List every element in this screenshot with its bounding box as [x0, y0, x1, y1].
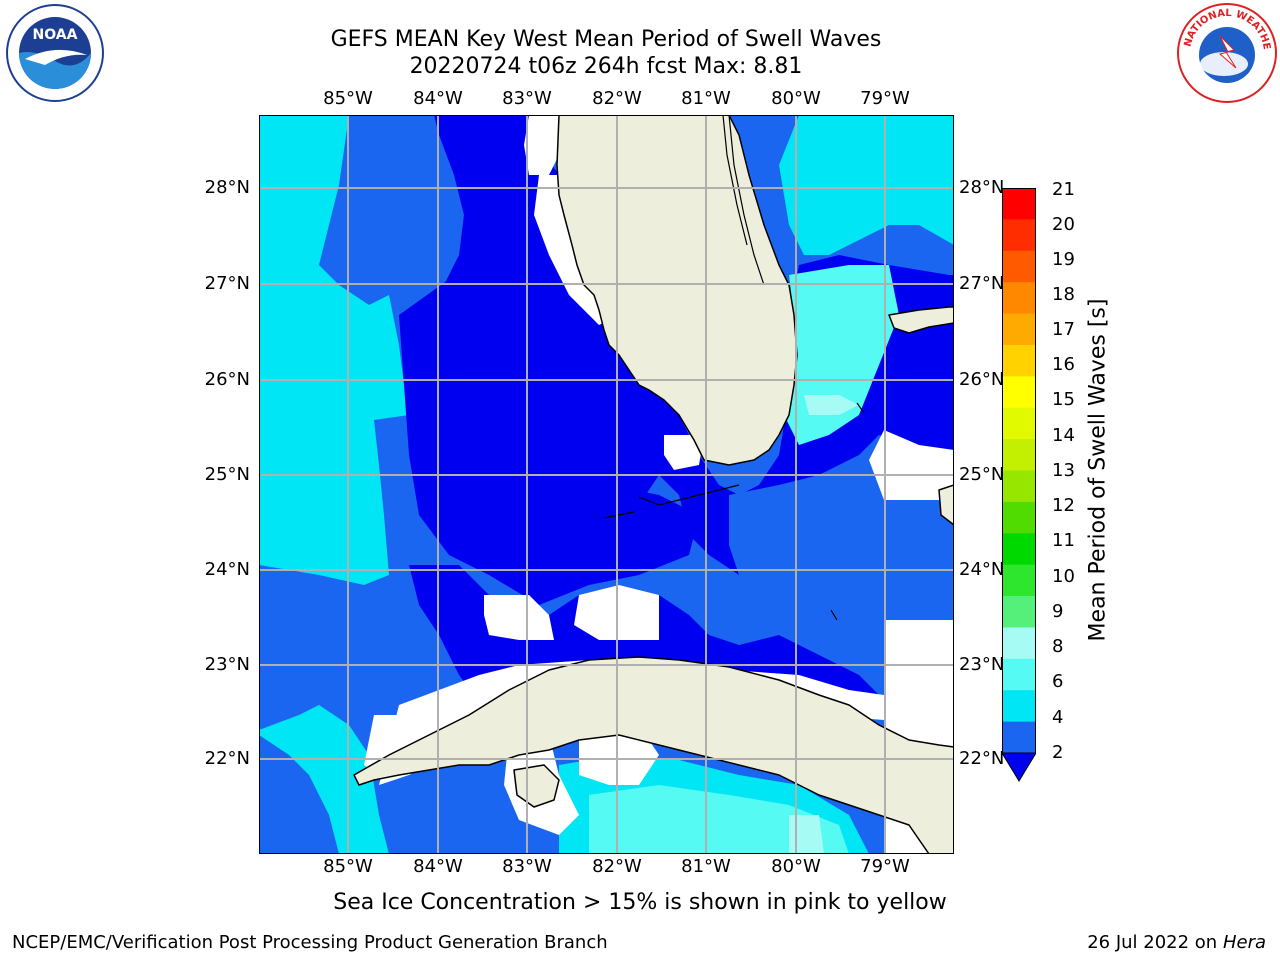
footer-machine: Hera	[1222, 932, 1266, 953]
latitude-label: 27°N	[204, 273, 250, 294]
cyan-region-east	[779, 115, 954, 255]
nws-logo: NATIONAL WEATHER SERVICE	[1176, 2, 1277, 103]
colorbar-tick-label: 9	[1052, 601, 1064, 622]
latitude-label: 28°N	[204, 177, 250, 198]
latitude-label: 23°N	[959, 654, 1005, 675]
latitude-label: 22°N	[959, 748, 1005, 769]
colorbar-tick-label: 17	[1052, 319, 1075, 340]
colorbar-tick-label: 21	[1052, 179, 1075, 200]
longitude-label: 80°W	[771, 88, 821, 109]
bahamas-east	[938, 484, 954, 526]
colorbar-tick-label: 18	[1052, 284, 1075, 305]
colorbar-segment	[1002, 658, 1036, 691]
colorbar-segment	[1002, 344, 1036, 377]
footer-date: 26 Jul 2022 on Hera	[1087, 932, 1266, 953]
longitude-label: 82°W	[592, 856, 642, 877]
colorbar-segment	[1002, 470, 1036, 503]
coastline-details	[603, 115, 865, 621]
footer-credit: NCEP/EMC/Verification Post Processing Pr…	[12, 932, 608, 953]
footer-date-text: 26 Jul 2022 on	[1087, 932, 1223, 953]
colorbar-segment	[1002, 188, 1036, 220]
longitude-label: 84°W	[413, 88, 463, 109]
longitude-label: 81°W	[681, 88, 731, 109]
latitude-label: 27°N	[959, 273, 1005, 294]
longitude-label: 82°W	[592, 88, 642, 109]
colorbar-tick-label: 10	[1052, 566, 1075, 587]
colorbar-tick-label: 6	[1052, 671, 1064, 692]
longitude-label: 80°W	[771, 856, 821, 877]
colorbar	[1002, 188, 1036, 782]
lightblue-region-keys	[729, 455, 869, 575]
palecyan-patch-east	[804, 395, 859, 415]
isla-de-la-juventud	[513, 764, 560, 808]
longitude-label: 84°W	[413, 856, 463, 877]
latitude-label: 23°N	[204, 654, 250, 675]
colorbar-segment	[1002, 250, 1036, 283]
colorbar-segment	[1002, 721, 1036, 754]
colorbar-segment	[1002, 219, 1036, 252]
chart-title: GEFS MEAN Key West Mean Period of Swell …	[330, 27, 882, 52]
lightcyan-region-cuba-south	[589, 785, 849, 854]
colorbar-tick-label: 15	[1052, 389, 1075, 410]
colorbar-segment	[1002, 627, 1036, 660]
longitude-label: 79°W	[860, 88, 910, 109]
colorbar-tick-label: 2	[1052, 742, 1064, 763]
latitude-label: 22°N	[204, 748, 250, 769]
colorbar-title: Mean Period of Swell Waves [s]	[1085, 298, 1111, 642]
latitude-label: 25°N	[959, 464, 1005, 485]
colorbar-tick-label: 4	[1052, 707, 1064, 728]
lightblue-region-sw	[259, 735, 339, 854]
colorbar-tick-label: 19	[1052, 249, 1075, 270]
colorbar-tick-label: 14	[1052, 425, 1075, 446]
colorbar-tick-label: 13	[1052, 460, 1075, 481]
latitude-label: 26°N	[204, 369, 250, 390]
latitude-label: 24°N	[204, 559, 250, 580]
noaa-logo-text: NOAA	[33, 27, 78, 43]
darkblue-region-mid	[399, 265, 699, 605]
longitude-label: 83°W	[502, 856, 552, 877]
colorbar-tick-label: 16	[1052, 354, 1075, 375]
palecyan-patch-south	[789, 815, 824, 854]
latitude-label: 24°N	[959, 559, 1005, 580]
longitude-label: 85°W	[323, 856, 373, 877]
colorbar-segment	[1002, 501, 1036, 534]
colorbar-tick-label: 20	[1052, 214, 1075, 235]
colorbar-segment	[1002, 407, 1036, 440]
longitude-label: 79°W	[860, 856, 910, 877]
bahamas-north	[888, 306, 954, 334]
longitude-label: 83°W	[502, 88, 552, 109]
sea-ice-note: Sea Ice Concentration > 15% is shown in …	[333, 890, 947, 915]
chart-subtitle: 20220724 t06z 264h fcst Max: 8.81	[409, 54, 803, 79]
cuba	[353, 656, 954, 854]
colorbar-outline	[1002, 188, 1036, 754]
colorbar-segment	[1002, 690, 1036, 723]
colorbar-segment	[1002, 564, 1036, 597]
noaa-logo: NOAA	[6, 4, 104, 102]
colorbar-segment	[1002, 313, 1036, 346]
colorbar-tick-label: 8	[1052, 636, 1064, 657]
map-gridlines	[259, 115, 954, 854]
longitude-label: 81°W	[681, 856, 731, 877]
colorbar-segment	[1002, 282, 1036, 315]
colorbar-segment	[1002, 596, 1036, 628]
colorbar-extend-arrow	[1002, 752, 1036, 782]
cyan-region-west	[259, 115, 409, 585]
swell-period-map	[259, 115, 954, 854]
latitude-label: 28°N	[959, 177, 1005, 198]
colorbar-segment	[1002, 533, 1036, 566]
latitude-label: 26°N	[959, 369, 1005, 390]
colorbar-tick-label: 12	[1052, 495, 1075, 516]
colorbar-tick-label: 11	[1052, 530, 1075, 551]
colorbar-segment	[1002, 376, 1036, 409]
latitude-label: 25°N	[204, 464, 250, 485]
longitude-label: 85°W	[323, 88, 373, 109]
colorbar-segment	[1002, 439, 1036, 471]
